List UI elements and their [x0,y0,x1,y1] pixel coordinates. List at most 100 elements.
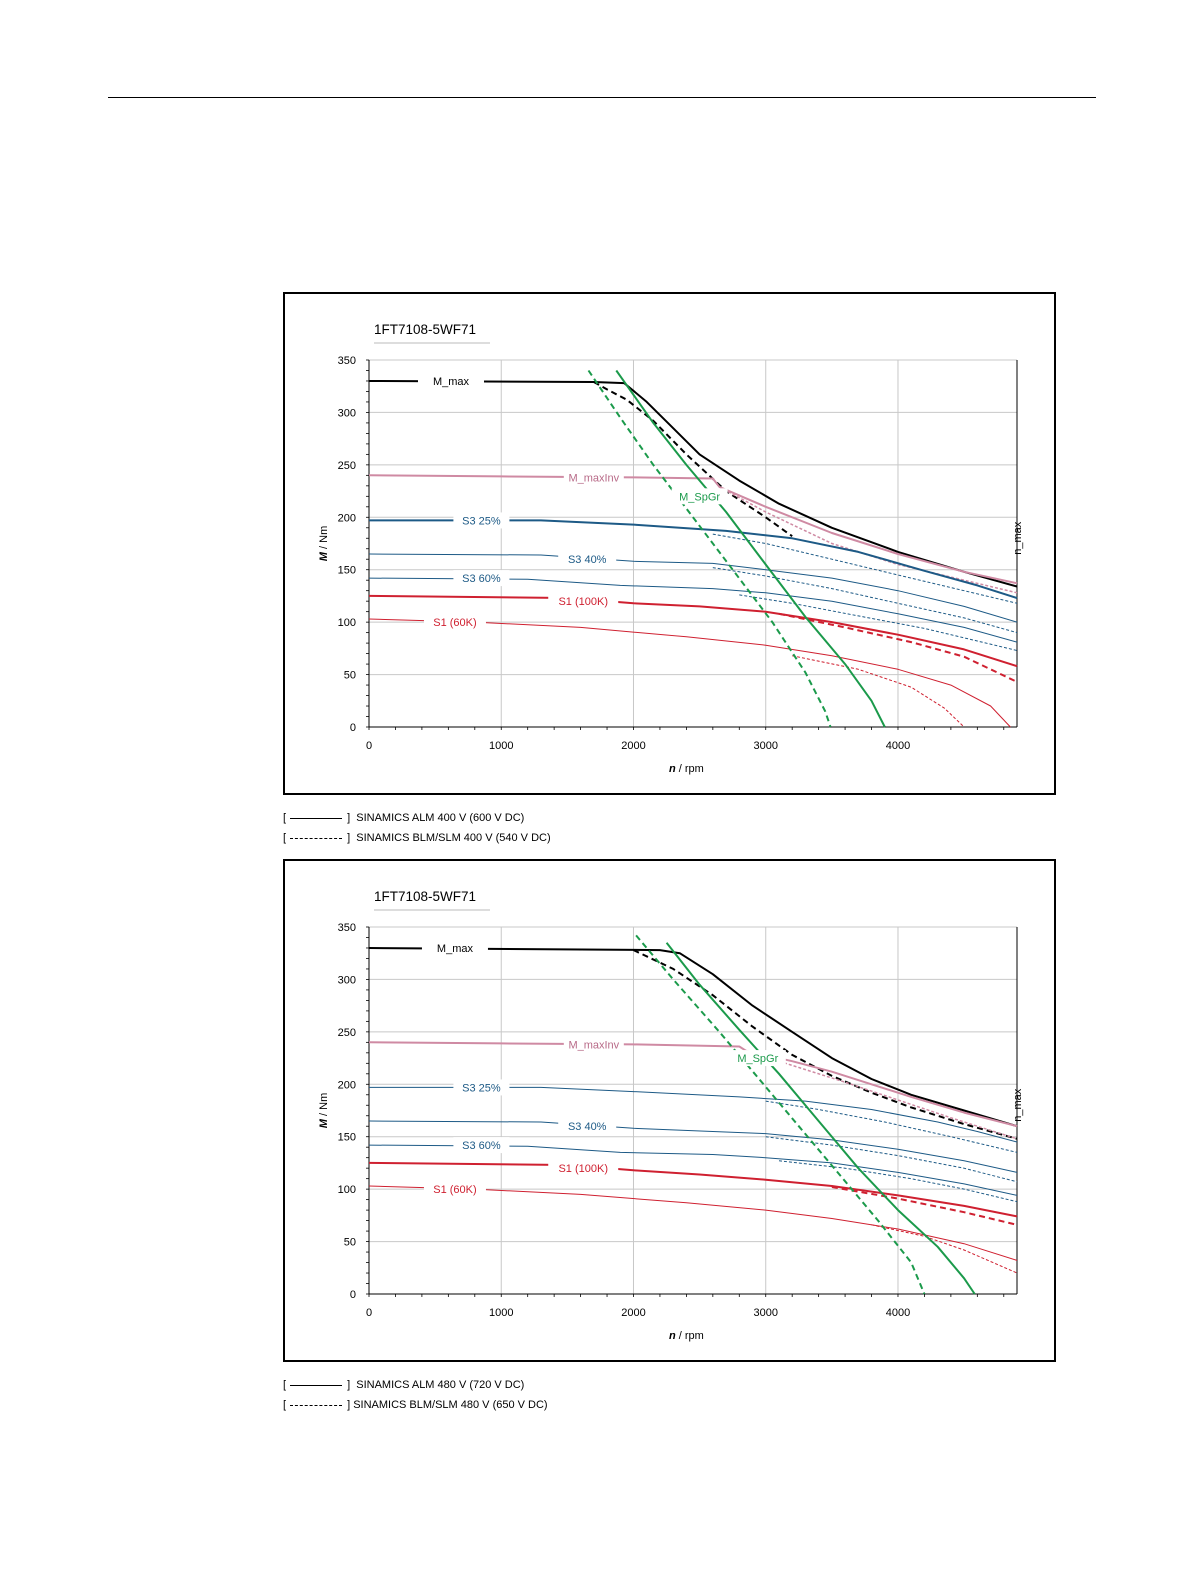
y-axis-variable: M [318,1118,330,1128]
series-label-s3-25: S3 25% [462,1082,501,1094]
series-label-bg [453,512,510,529]
legend-bracket: ] [347,1379,357,1391]
y-tick-label: 350 [338,922,356,934]
legend-dashed-line-sample [290,1404,343,1406]
series-line-curve-1-dashed [633,949,1018,1140]
y-tick-label: 150 [338,565,356,577]
y-tick-label: 350 [338,355,356,367]
series-line-curve-13-dashed [792,655,965,728]
series-label-s1-100k: S1 (100K) [558,1163,608,1175]
series-label-s1-60k: S1 (60K) [433,617,476,629]
series-label-bg [417,372,484,389]
series-label-m-spgr: M_SpGr [679,491,720,503]
series-label-bg [548,593,619,610]
series-label-s3-25: S3 25% [462,515,501,527]
series-line-m-spgr [665,942,976,1295]
x-tick-label: 4000 [886,740,910,752]
legend-1-solid-label: SINAMICS ALM 400 V (600 V DC) [356,812,525,824]
n-max-label: n_max [1012,521,1024,555]
n-max-label: n_max [1012,1088,1024,1122]
series-line-curve-3-dashed [745,1049,1018,1140]
y-tick-label: 50 [344,670,356,682]
legend-bracket: [ [283,812,287,824]
x-tick-label: 2000 [621,1307,645,1319]
x-axis-variable: n [669,763,676,775]
series-line-curve-11-dashed [778,612,1018,683]
series-line-s3-60 [368,577,1018,643]
chart-title: 1FT7108-5WF71 [374,889,476,904]
legend-1-dashed-label: SINAMICS BLM/SLM 400 V (540 V DC) [356,832,551,844]
series-line-curve-5-dashed [712,533,1018,604]
legend-1-row-dashed: [] SINAMICS BLM/SLM 400 V (540 V DC) [283,828,551,848]
series-label-m-spgr: M_SpGr [737,1053,778,1065]
series-label-s3-40: S3 40% [568,1121,607,1133]
series-line-s3-25 [369,519,1018,599]
series-label-bg [421,939,488,956]
series-label-m-maxinv: M_maxInv [568,1039,619,1051]
series-label-bg [423,1181,486,1198]
chart-2-svg: 1FT7108-5WF71 0 50 100 150 200 250 300 350 0 1000 2… [318,889,1024,1342]
y-tick-label: 250 [338,460,356,472]
x-tick-label: 0 [366,1307,372,1319]
series-line-curve-9-dashed [778,1160,1018,1203]
series-line-s1-60k [368,1185,1018,1261]
chart-1-svg: 1FT7108-5WF71 0 50 100 150 200 250 300 350 0 1000 2… [318,322,1024,775]
legend-bracket: [ [283,1399,287,1411]
series-label-s1-60k: S1 (60K) [433,1184,476,1196]
legend-bracket: ] [347,832,357,844]
x-axis-variable: n [669,1330,676,1342]
y-tick-label: 100 [338,617,356,629]
y-tick-label: 250 [338,1027,356,1039]
series-label-m-max: M_max [433,376,470,388]
legend-bracket: [ [283,1379,287,1391]
x-tick-label: 0 [366,740,372,752]
series-label-bg [563,469,624,486]
x-tick-label: 3000 [753,740,777,752]
series-label-bg [423,614,486,631]
legend-2-row-solid: [] SINAMICS ALM 480 V (720 V DC) [283,1375,548,1395]
x-axis-label: n / rpm [669,1330,704,1342]
legend-2: [] SINAMICS ALM 480 V (720 V DC) [] SINA… [283,1375,548,1415]
series-label-bg [453,570,510,587]
x-tick-label: 2000 [621,740,645,752]
series-line-curve-15-dashed [587,369,832,728]
legend-2-row-dashed: [] SINAMICS BLM/SLM 480 V (650 V DC) [283,1395,548,1415]
torque-speed-chart-2: 1FT7108-5WF71 0 50 100 150 200 250 300 350 0 1000 2… [283,859,1056,1362]
page-top-rule [108,97,1096,98]
series-line-curve-3-dashed [719,486,1018,594]
legend-2-dashed-label: SINAMICS BLM/SLM 480 V (650 V DC) [353,1399,548,1411]
series-line-curve-11-dashed [831,1186,1018,1226]
series-line-curve-1-dashed [593,381,793,538]
series-line-curve-5-dashed [765,1100,1018,1153]
series-line-s1-60k [368,618,1011,728]
y-tick-label: 300 [338,974,356,986]
y-tick-label: 50 [344,1237,356,1249]
legend-solid-line-sample [290,817,343,819]
legend-1: [] SINAMICS ALM 400 V (600 V DC) [] SINA… [283,808,551,848]
series-label-bg [563,1036,624,1053]
series-line-s3-25 [369,1086,1018,1143]
y-axis-variable: M [318,551,330,561]
legend-bracket: ] [347,1399,354,1411]
x-tick-label: 1000 [489,1307,513,1319]
y-tick-label: 300 [338,407,356,419]
series-label-bg [729,1050,786,1067]
series-label-s1-100k: S1 (100K) [558,596,608,608]
series-label-bg [548,1160,619,1177]
series-line-s1-100k [368,594,1018,668]
series-label-bg [558,551,617,568]
series-line-m-spgr [615,369,886,728]
y-tick-label: 0 [350,1289,356,1301]
series-label-s3-40: S3 40% [568,554,607,566]
legend-bracket: [ [283,832,287,844]
series-label-bg [671,488,728,505]
legend-dashed-line-sample [290,837,343,839]
x-axis-unit: / rpm [676,763,704,775]
series-label-m-maxinv: M_maxInv [568,472,619,484]
series-line-curve-9-dashed [739,594,1018,651]
series-label-m-max: M_max [437,943,474,955]
legend-solid-line-sample [290,1384,343,1386]
y-tick-label: 150 [338,1132,356,1144]
x-tick-label: 4000 [886,1307,910,1319]
y-tick-label: 200 [338,512,356,524]
